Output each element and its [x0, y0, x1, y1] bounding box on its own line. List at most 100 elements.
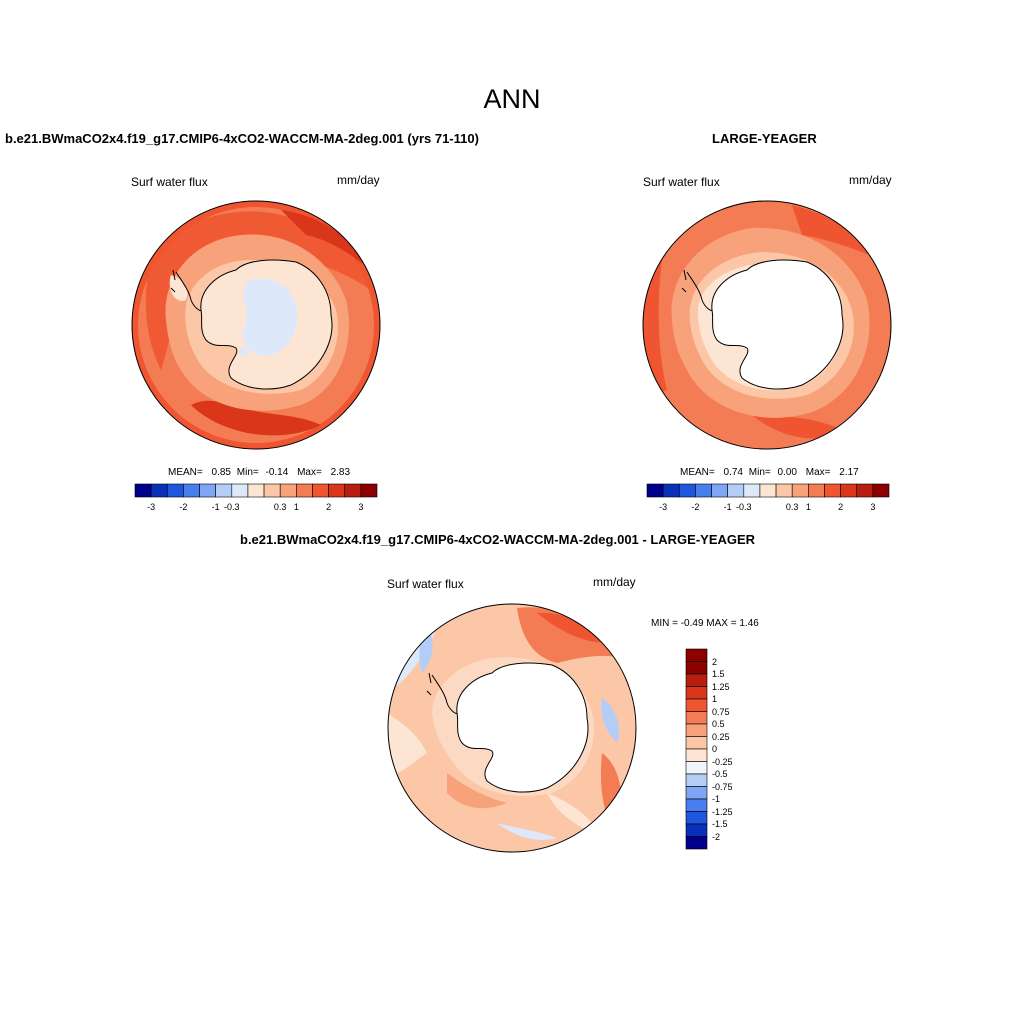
panel2-colorbar-box [695, 483, 712, 498]
panel1-map-border [131, 200, 381, 450]
panel2-colorbar-box [824, 483, 841, 498]
panel3-colorbar-tick-label: -0.5 [712, 769, 728, 779]
panel2-colorbar-tick-label: -3 [659, 502, 668, 512]
panel3-field-north-red-2 [537, 612, 602, 643]
panel2-peninsula-coast [686, 271, 713, 311]
panel3-colorbar-tick-label: -0.25 [712, 756, 733, 767]
panel3-colorbar-tick-label: 0.25 [712, 731, 730, 742]
panel3-colorbar-box [685, 786, 708, 800]
panel3-units-label: mm/day [593, 575, 636, 589]
figure-title: ANN [483, 84, 541, 114]
panel2-colorbar-box [840, 483, 858, 498]
panel1-max-value: 2.83 [330, 467, 351, 478]
panel2-colorbar-box [759, 483, 777, 498]
panel1-ice-sheet-interior [242, 278, 298, 356]
panel2-max-value: 2.17 [839, 467, 859, 478]
panel2-polar-map [642, 200, 892, 450]
panel3-colorbar-box [685, 798, 708, 812]
panel2-colorbar-tick-label: 0.3 [785, 502, 799, 512]
panel1-mean-label: MEAN= [168, 467, 203, 478]
panel1-units-label: mm/day [337, 173, 380, 187]
panel3-field-se-pale [547, 793, 597, 833]
panel2-colorbar-tick-label: 3 [870, 502, 876, 512]
panel1-stats: MEAN= 0.85 Min= -0.14 Max= 2.83 [168, 467, 350, 478]
panel3-islands [426, 672, 432, 696]
panel1-colorbar-box [328, 483, 346, 498]
panel3-variable-label: Surf water flux [387, 577, 464, 591]
panel3-colorbar-tick-label: 1 [712, 694, 718, 704]
panel3-colorbar-box [685, 673, 708, 687]
panel3-peninsula-coast [431, 674, 458, 714]
panel2-colorbar-box [872, 483, 890, 498]
panel1-colorbar-box [296, 483, 313, 498]
panel1-colorbar [134, 483, 378, 498]
panel1-colorbar-box [199, 483, 216, 498]
panel1-colorbar-box [134, 483, 152, 498]
panel2-mean-label: MEAN= [680, 467, 715, 478]
panel1-colorbar-tick-label: -2 [179, 502, 188, 512]
panel1-colorbar-box [263, 483, 281, 498]
panel1-polar-map [131, 200, 381, 450]
panel1-colorbar-box [150, 483, 168, 498]
panel2-colorbar-box [856, 483, 874, 498]
panel2-colorbar-tick-label: -1 [723, 502, 732, 512]
panel2-stats: MEAN= 0.74 Min= 0.00 Max= 2.17 [680, 467, 859, 478]
panel3-colorbar-box [685, 836, 708, 850]
panel3-colorbar-tick-label: 0.5 [712, 719, 725, 729]
panel3-colorbar-box [685, 686, 708, 700]
panel3-colorbar-tick-label: 2 [712, 656, 718, 667]
panel1-colorbar-box [360, 483, 378, 498]
panel3-colorbar-tick-label: 0.75 [712, 706, 730, 717]
panel3-colorbar-box [685, 823, 708, 837]
panel2-colorbar-box [711, 483, 728, 498]
panel3-colorbar-tick-label: -0.75 [712, 781, 733, 792]
panel2-colorbar-box [775, 483, 793, 498]
panel1-colorbar-box [166, 483, 184, 498]
panel3-polar-map [387, 603, 637, 853]
panel3-colorbar-box [685, 711, 708, 725]
panel1-colorbar-box [183, 483, 200, 498]
panel3-colorbar-box [685, 698, 708, 712]
panel2-antarctica-land [711, 259, 844, 390]
panel2-case-title: LARGE-YEAGER [712, 131, 817, 146]
panel1-variable-label: Surf water flux [131, 175, 208, 189]
panel2-colorbar-box [727, 483, 745, 498]
panel3-field-south-blue [497, 823, 557, 840]
panel2-colorbar-tick-label: -2 [691, 502, 700, 512]
panel1-colorbar-box [247, 483, 265, 498]
panel3-colorbar-tick-label: -1.25 [712, 806, 733, 817]
panel3-colorbar [685, 648, 708, 850]
panel1-colorbar-box [231, 483, 249, 498]
panel2-colorbar-ticks: -3 -2 -1 -0.3 0.3 1 2 3 [647, 502, 889, 514]
panel1-field-peninsula [169, 275, 188, 301]
panel3-field-west-pale [388, 713, 427, 778]
panel3-colorbar-tick-label: 1.25 [712, 681, 730, 692]
panel3-map-border [387, 603, 637, 853]
panel1-min-value: -0.14 [265, 467, 289, 478]
panel1-colorbar-tick-label: 2 [326, 502, 332, 512]
panel3-colorbar-tick-label: 0 [712, 744, 718, 754]
panel2-colorbar-box [743, 483, 761, 498]
panel2-map-border [642, 200, 892, 450]
panel2-field-south [752, 415, 842, 439]
panel1-colorbar-tick-label: -1 [211, 502, 220, 512]
panel3-stats: MIN = -0.49 MAX = 1.46 [651, 618, 759, 629]
panel1-colorbar-tick-label: 0.3 [273, 502, 287, 512]
panel2-min-value: 0.00 [777, 467, 797, 478]
panel3-colorbar-tick-label: -2 [712, 831, 721, 842]
panel3-colorbar-box [685, 648, 708, 662]
panel3-colorbar-tick-label: 1.5 [712, 669, 725, 679]
panel1-colorbar-box [279, 483, 297, 498]
panel1-colorbar-tick-label: 3 [358, 502, 364, 512]
panel3-field-sw-band [447, 773, 507, 809]
panel1-colorbar-tick-label: -0.3 [224, 502, 240, 512]
panel2-field-north [792, 205, 882, 260]
panel2-min-label: Min= [748, 467, 771, 478]
panel3-colorbar-box [685, 736, 708, 750]
panel1-colorbar-box [215, 483, 233, 498]
panel2-colorbar-box [646, 483, 664, 498]
panel3-case-title: b.e21.BWmaCO2x4.f19_g17.CMIP6-4xCO2-WACC… [240, 532, 756, 547]
panel1-colorbar-tick-label: 1 [293, 502, 299, 512]
panel2-mean-value: 0.74 [723, 467, 743, 478]
